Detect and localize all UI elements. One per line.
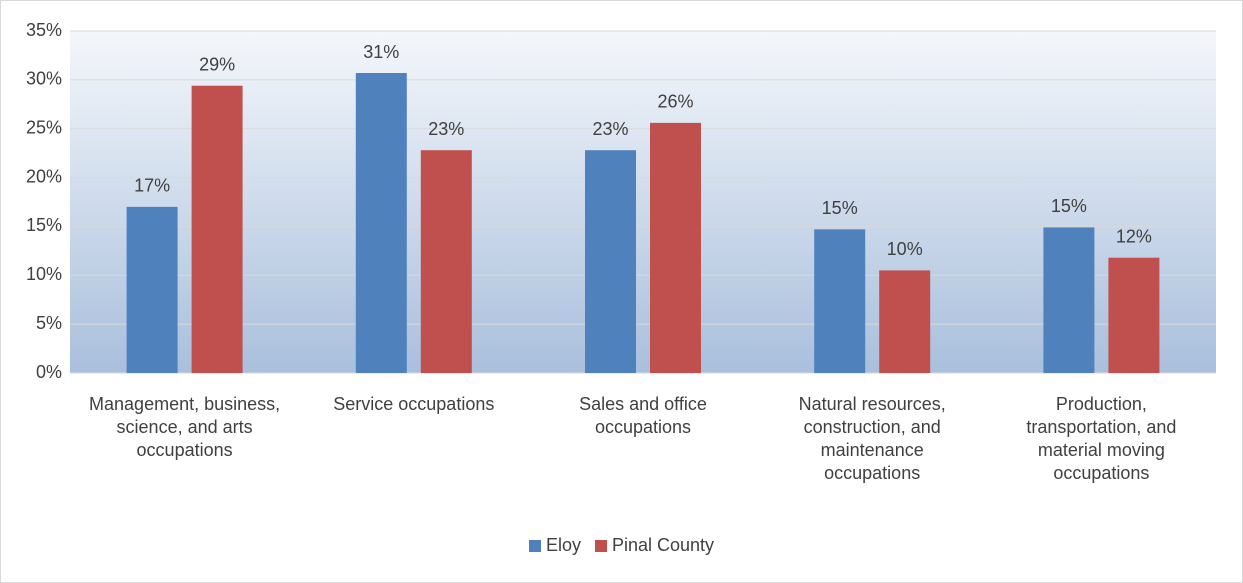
- y-tick-label: 15%: [26, 215, 62, 235]
- bar: [650, 122, 701, 373]
- y-tick-label: 20%: [26, 166, 62, 186]
- x-tick-label: Service occupations: [333, 394, 495, 414]
- data-label: 15%: [1051, 196, 1087, 216]
- y-tick-label: 25%: [26, 117, 62, 137]
- legend-item: Eloy: [528, 535, 581, 556]
- data-label: 26%: [657, 92, 693, 112]
- y-tick-label: 35%: [26, 20, 62, 40]
- plot-area: [70, 31, 1216, 373]
- y-tick-label: 0%: [36, 362, 62, 382]
- bar: [1108, 257, 1160, 373]
- data-label: 23%: [428, 119, 464, 139]
- bar: [879, 270, 931, 373]
- x-tick-label: Management, business, science, and arts …: [89, 394, 281, 460]
- x-tick-label: Production, transportation, and material…: [1026, 394, 1177, 483]
- data-label: 12%: [1116, 226, 1152, 246]
- bar: [355, 73, 407, 373]
- x-tick-label: Natural resources, construction, and mai…: [798, 394, 946, 483]
- data-label: 10%: [887, 239, 923, 259]
- bar: [420, 150, 472, 373]
- data-label: 29%: [199, 54, 235, 74]
- legend-swatch: [528, 539, 541, 552]
- x-tick-label: Sales and office occupations: [579, 394, 707, 437]
- legend-label: Eloy: [545, 535, 581, 555]
- y-tick-label: 10%: [26, 264, 62, 284]
- legend-item: Pinal County: [594, 535, 715, 556]
- legend: Eloy Pinal County: [0, 535, 1243, 556]
- data-label: 23%: [592, 119, 628, 139]
- legend-label: Pinal County: [611, 535, 715, 555]
- data-label: 31%: [363, 42, 399, 62]
- bar: [1043, 227, 1095, 373]
- data-label: 17%: [134, 176, 170, 196]
- bar: [191, 85, 243, 373]
- bar: [585, 150, 636, 373]
- y-tick-label: 5%: [36, 313, 62, 333]
- bar: [814, 229, 866, 373]
- y-tick-label: 30%: [26, 69, 62, 89]
- data-label: 15%: [822, 198, 858, 218]
- bar: [126, 206, 178, 373]
- legend-swatch: [594, 539, 607, 552]
